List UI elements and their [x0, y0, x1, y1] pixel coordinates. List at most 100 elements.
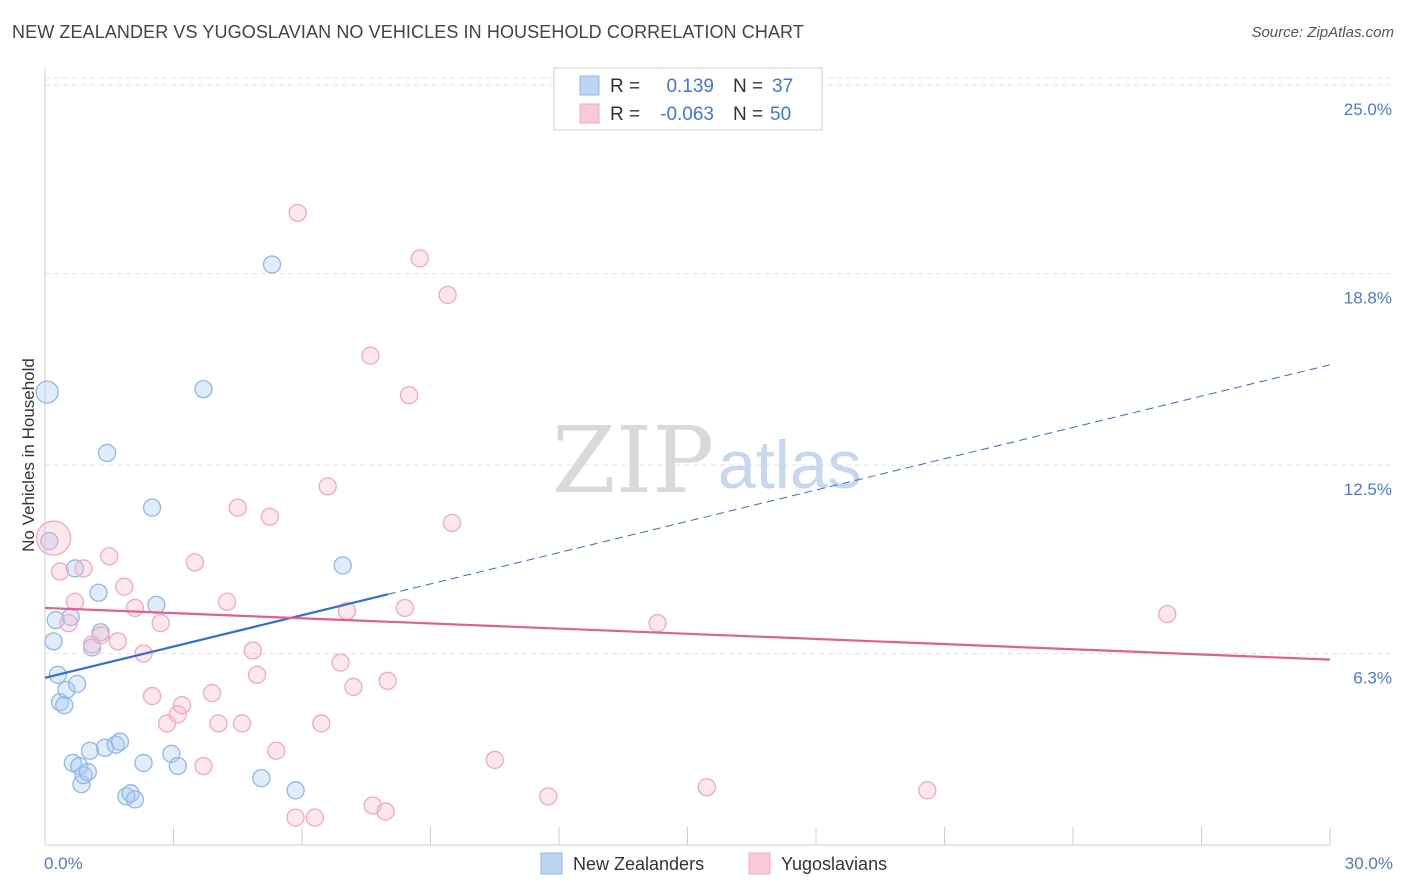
point-yugoslavians [50, 562, 70, 581]
point-yugoslavians [344, 677, 363, 697]
point-new-zealanders [147, 595, 166, 615]
point-yugoslavians [91, 626, 110, 645]
point-new-zealanders [40, 531, 59, 551]
point-yugoslavians [331, 653, 350, 672]
point-new-zealanders [67, 674, 87, 694]
point-new-zealanders [35, 380, 59, 404]
trend-line-yugoslavians [44, 606, 1331, 661]
trend-lines [44, 364, 1331, 679]
point-yugoslavians [202, 683, 222, 703]
gridlines [45, 77, 1392, 655]
point-yugoslavians [260, 507, 280, 526]
point-yugoslavians [378, 671, 397, 691]
y-tick-labels: 6.3% 12.5% 18.8% 25.0% [1344, 100, 1392, 687]
x-tick-labels: 0.0% 30.0% [44, 854, 1393, 873]
bottom-legend-new-zealanders: New Zealanders [573, 854, 704, 874]
y-tick-label: 12.5% [1344, 480, 1392, 499]
point-yugoslavians [108, 632, 127, 651]
point-yugoslavians [438, 285, 457, 305]
y-tick-label: 18.8% [1344, 289, 1392, 308]
point-yugoslavians [648, 613, 667, 633]
series-legend: New Zealanders Yugoslavians [540, 852, 887, 875]
bottom-legend-swatch-yugoslavians [748, 852, 771, 875]
point-yugoslavians [172, 696, 192, 715]
point-yugoslavians [485, 750, 504, 770]
legend-n-value-1: 37 [772, 76, 793, 97]
trend-line-new-zealanders-extrapolated [387, 364, 1331, 595]
correlation-legend: R = 0.139 N = 37 R = -0.063 N = 50 [553, 67, 823, 131]
point-new-zealanders [57, 680, 76, 700]
point-new-zealanders [125, 790, 145, 809]
legend-n-label-1: N = [733, 76, 763, 97]
point-yugoslavians [312, 714, 331, 733]
legend-n-label-2: N = [733, 104, 763, 125]
series-yugoslavians-points [35, 203, 1177, 827]
point-new-zealanders [142, 498, 162, 517]
point-new-zealanders [194, 379, 213, 399]
point-yugoslavians [267, 741, 286, 760]
point-yugoslavians [243, 641, 262, 660]
legend-swatch-new-zealanders [579, 75, 600, 96]
point-yugoslavians [151, 613, 170, 633]
series-new-zealanders-points [35, 255, 352, 809]
point-new-zealanders [78, 762, 97, 782]
point-yugoslavians [318, 477, 337, 496]
legend-n-value-2: 50 [770, 104, 791, 125]
point-yugoslavians [194, 756, 213, 776]
point-yugoslavians [1158, 604, 1177, 624]
watermark-zip: ZIP [552, 407, 714, 514]
x-tick-label-max: 30.0% [1345, 854, 1393, 873]
point-new-zealanders [44, 632, 63, 651]
watermark-atlas: atlas [718, 427, 862, 503]
point-new-zealanders [110, 732, 130, 751]
point-yugoslavians [918, 781, 937, 800]
legend-r-value-1: 0.139 [666, 76, 714, 97]
point-yugoslavians [539, 787, 558, 806]
point-yugoslavians [59, 613, 78, 633]
point-yugoslavians [399, 386, 419, 405]
point-yugoslavians [168, 705, 187, 724]
point-yugoslavians [209, 714, 228, 733]
point-yugoslavians [286, 808, 305, 827]
point-yugoslavians [247, 665, 267, 684]
point-new-zealanders [333, 556, 352, 575]
legend-swatch-yugoslavians [579, 103, 600, 124]
point-yugoslavians [115, 577, 134, 596]
x-tick-label-min: 0.0% [44, 854, 83, 873]
bottom-legend-yugoslavians: Yugoslavians [781, 854, 887, 874]
legend-r-label-1: R = [610, 76, 640, 97]
point-yugoslavians [395, 598, 414, 618]
point-yugoslavians [228, 498, 247, 517]
point-yugoslavians [35, 520, 72, 556]
point-new-zealanders [168, 756, 187, 776]
legend-r-value-2: -0.063 [660, 104, 714, 125]
point-yugoslavians [361, 346, 380, 365]
bottom-legend-swatch-new-zealanders [540, 852, 563, 875]
point-yugoslavians [376, 802, 395, 821]
trend-line-new-zealanders [44, 593, 388, 679]
y-tick-label: 25.0% [1344, 100, 1392, 119]
chart-title: NEW ZEALANDER VS YUGOSLAVIAN NO VEHICLES… [12, 22, 804, 42]
point-new-zealanders [134, 753, 153, 773]
point-yugoslavians [217, 592, 237, 612]
point-new-zealanders [252, 768, 271, 788]
point-new-zealanders [89, 583, 108, 602]
point-yugoslavians [74, 559, 93, 578]
point-yugoslavians [125, 598, 145, 618]
axes [44, 68, 1331, 846]
point-yugoslavians [100, 547, 119, 566]
point-new-zealanders [286, 781, 305, 800]
point-new-zealanders [80, 741, 100, 760]
point-yugoslavians [697, 778, 716, 797]
point-yugoslavians [288, 203, 307, 222]
point-new-zealanders [55, 696, 74, 715]
point-yugoslavians [305, 808, 325, 827]
legend-r-label-2: R = [610, 104, 640, 125]
y-axis-label: No Vehicles in Household [19, 358, 38, 552]
y-tick-label: 6.3% [1353, 669, 1392, 688]
point-yugoslavians [410, 249, 429, 268]
point-new-zealanders [97, 443, 117, 463]
source-label: Source: ZipAtlas.com [1251, 24, 1394, 41]
point-yugoslavians [232, 714, 252, 733]
